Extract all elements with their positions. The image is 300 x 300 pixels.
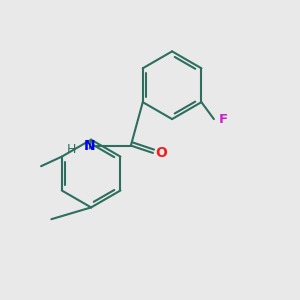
Text: H: H xyxy=(66,143,76,157)
Text: F: F xyxy=(219,112,228,126)
Text: O: O xyxy=(155,146,167,160)
Text: N: N xyxy=(84,139,95,153)
